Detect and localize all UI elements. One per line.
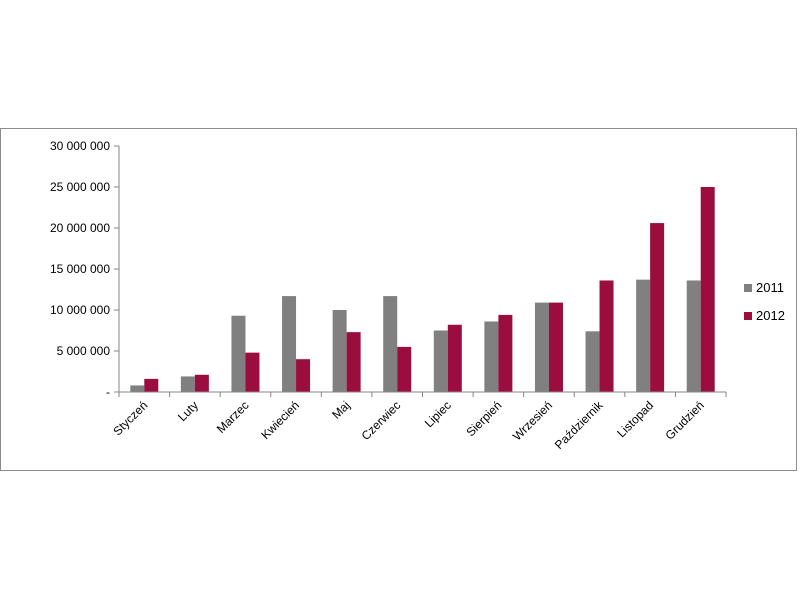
bar-2011-3 (231, 315, 246, 392)
x-category-label: Listopad (614, 398, 656, 440)
bar-2011-6 (383, 296, 398, 392)
x-category-label: Wrzesień (510, 398, 555, 443)
legend-swatch-2011 (744, 284, 752, 292)
x-axis: Styczeń Luty Marzec Kwiecień Maj Czerwiec Lipi… (110, 391, 727, 452)
y-axis: - 5 000 000 10 000 000 15 000 000 20 000 000… (50, 139, 120, 399)
x-category-label: Luty (175, 398, 201, 424)
bar-2012-6 (397, 346, 412, 392)
x-category-label: Maj (329, 398, 353, 422)
legend-label: 2012 (756, 308, 785, 323)
bar-2011-2 (180, 376, 195, 392)
bar-2012-9 (548, 302, 563, 392)
bar-2011-8 (484, 321, 499, 392)
bar-2011-1 (130, 385, 145, 392)
x-category-label: Kwiecień (258, 398, 302, 442)
bar-2012-1 (144, 378, 159, 392)
x-category-label: Marzec (214, 398, 252, 436)
x-category-label: Styczeń (110, 398, 150, 438)
x-category-label: Grudzień (662, 398, 706, 442)
bar-2012-5 (346, 332, 361, 392)
bar-2012-10 (599, 280, 614, 392)
y-tick-label: 25 000 000 (50, 180, 110, 194)
y-tick-label: 15 000 000 (50, 262, 110, 276)
y-tick-label: - (106, 385, 110, 399)
bar-2011-10 (585, 331, 600, 392)
bars (130, 187, 715, 392)
bar-2011-7 (433, 330, 448, 392)
bar-2011-5 (332, 310, 347, 392)
bar-2012-2 (194, 374, 209, 392)
x-category-label: Sierpień (463, 398, 504, 439)
bar-2012-3 (245, 352, 260, 392)
y-tick-label: 5 000 000 (57, 344, 111, 358)
bar-2012-12 (700, 187, 715, 392)
bar-2011-9 (534, 302, 549, 392)
x-category-label: Październik (552, 398, 606, 452)
legend-swatch-2012 (744, 312, 752, 320)
legend: 2011 2012 (744, 280, 785, 323)
x-category-label: Lipiec (422, 398, 454, 430)
bar-2012-4 (296, 359, 311, 392)
bar-2012-7 (447, 324, 462, 392)
bar-2012-11 (650, 223, 665, 392)
bar-chart: - 5 000 000 10 000 000 15 000 000 20 000 000… (50, 139, 785, 452)
chart-frame: - 5 000 000 10 000 000 15 000 000 20 000 000… (0, 128, 797, 471)
bar-2011-12 (686, 280, 701, 392)
bar-2012-8 (498, 314, 513, 392)
legend-label: 2011 (756, 280, 784, 295)
bar-2011-11 (636, 279, 651, 392)
bar-2011-4 (282, 296, 297, 392)
y-tick-label: 30 000 000 (50, 139, 110, 153)
y-tick-label: 20 000 000 (50, 221, 110, 235)
y-tick-label: 10 000 000 (50, 303, 110, 317)
x-category-label: Czerwiec (359, 398, 404, 443)
